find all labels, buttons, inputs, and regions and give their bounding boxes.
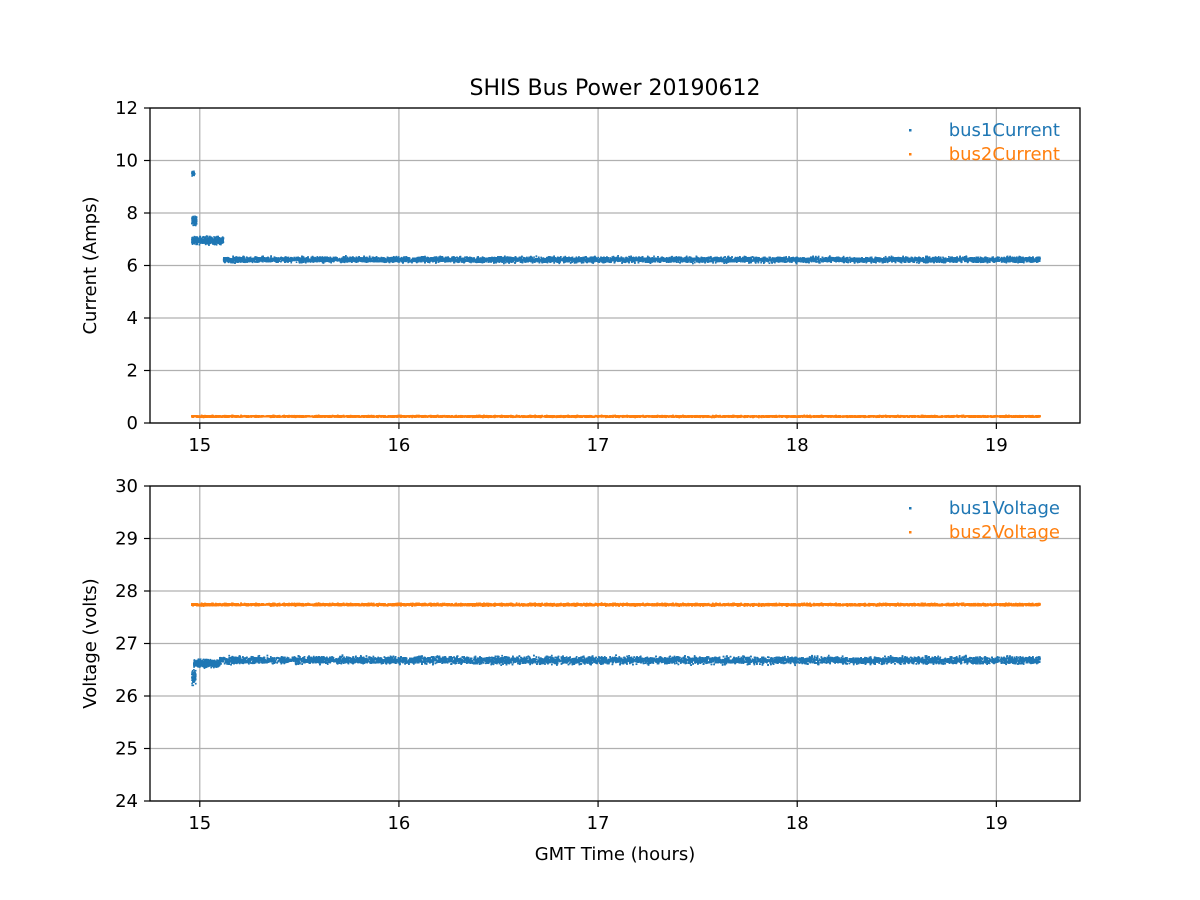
- data-point: [216, 241, 218, 243]
- data-point: [192, 241, 194, 243]
- data-point: [290, 262, 292, 264]
- data-point: [948, 256, 950, 258]
- data-point: [653, 256, 655, 258]
- data-point: [221, 241, 223, 243]
- data-point: [753, 256, 755, 258]
- data-point: [212, 242, 214, 244]
- data-point: [192, 237, 194, 239]
- data-point: [216, 238, 218, 240]
- data-point: [203, 236, 205, 238]
- data-point: [204, 239, 206, 241]
- data-point: [194, 240, 196, 242]
- data-point: [192, 218, 194, 220]
- data-point: [195, 218, 197, 220]
- data-point: [216, 236, 218, 238]
- data-point: [211, 237, 213, 239]
- data-point: [193, 242, 195, 244]
- data-point: [199, 236, 201, 238]
- data-point: [207, 238, 209, 240]
- data-point: [216, 244, 218, 246]
- data-point: [201, 240, 203, 242]
- data-point: [191, 172, 193, 174]
- data-point: [194, 221, 196, 223]
- data-point: [221, 238, 223, 240]
- data-point: [214, 237, 216, 239]
- data-point: [296, 261, 298, 263]
- data-point: [219, 240, 221, 242]
- data-point: [942, 257, 944, 259]
- chart-title: SHIS Bus Power 20190612: [470, 76, 761, 101]
- data-point: [218, 238, 220, 240]
- data-point: [209, 236, 211, 238]
- data-point: [195, 237, 197, 239]
- data-point: [191, 175, 193, 177]
- data-point: [533, 256, 535, 258]
- data-point: [192, 216, 194, 218]
- data-point: [207, 240, 209, 242]
- data-point: [195, 217, 197, 219]
- data-point: [208, 244, 210, 246]
- data-point: [193, 173, 195, 175]
- data-point: [191, 223, 193, 225]
- data-point: [205, 236, 207, 238]
- data-point: [211, 239, 213, 241]
- data-point: [199, 238, 201, 240]
- data-point: [195, 224, 197, 226]
- data-point: [218, 242, 220, 244]
- data-point: [213, 243, 215, 245]
- data-point: [199, 244, 201, 246]
- data-point: [200, 241, 202, 243]
- data-point: [205, 240, 207, 242]
- data-point: [192, 220, 194, 222]
- data-point: [204, 242, 206, 244]
- data-point: [196, 240, 198, 242]
